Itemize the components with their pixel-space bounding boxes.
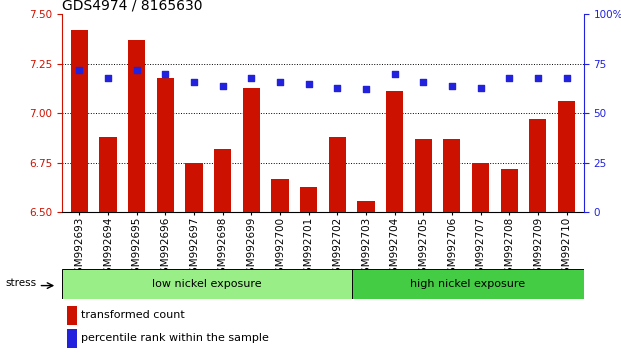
Bar [386,91,403,212]
Text: low nickel exposure: low nickel exposure [152,279,262,289]
Bar [558,101,575,212]
Point [304,81,314,86]
Point [332,85,342,90]
Text: transformed count: transformed count [81,310,185,320]
Bar [67,329,77,348]
Point [419,79,428,84]
Text: stress: stress [5,278,36,287]
Point [533,75,543,80]
Text: percentile rank within the sample: percentile rank within the sample [81,333,270,343]
Text: high nickel exposure: high nickel exposure [410,279,525,289]
Point [189,79,199,84]
Bar [357,200,374,212]
Bar [415,139,432,212]
Point [504,75,514,80]
Bar [99,137,117,212]
Bar [472,163,489,212]
Bar [128,40,145,212]
Bar [443,139,461,212]
Bar [67,306,77,325]
Bar [529,119,546,212]
Bar [243,87,260,212]
Point [275,79,285,84]
Bar [156,78,174,212]
Bar [329,137,346,212]
Point [361,87,371,92]
Point [447,83,457,88]
Text: GDS4974 / 8165630: GDS4974 / 8165630 [62,0,202,13]
Point [75,67,84,73]
Point [132,67,142,73]
Bar [214,149,231,212]
Point [476,85,486,90]
Point [389,71,399,76]
Point [217,83,227,88]
Bar [352,269,584,299]
Point [103,75,113,80]
Bar [271,179,289,212]
Point [561,75,571,80]
Bar [185,163,202,212]
Bar [501,169,518,212]
Point [160,71,170,76]
Bar [71,30,88,212]
Bar [62,269,352,299]
Bar [300,187,317,212]
Point [247,75,256,80]
